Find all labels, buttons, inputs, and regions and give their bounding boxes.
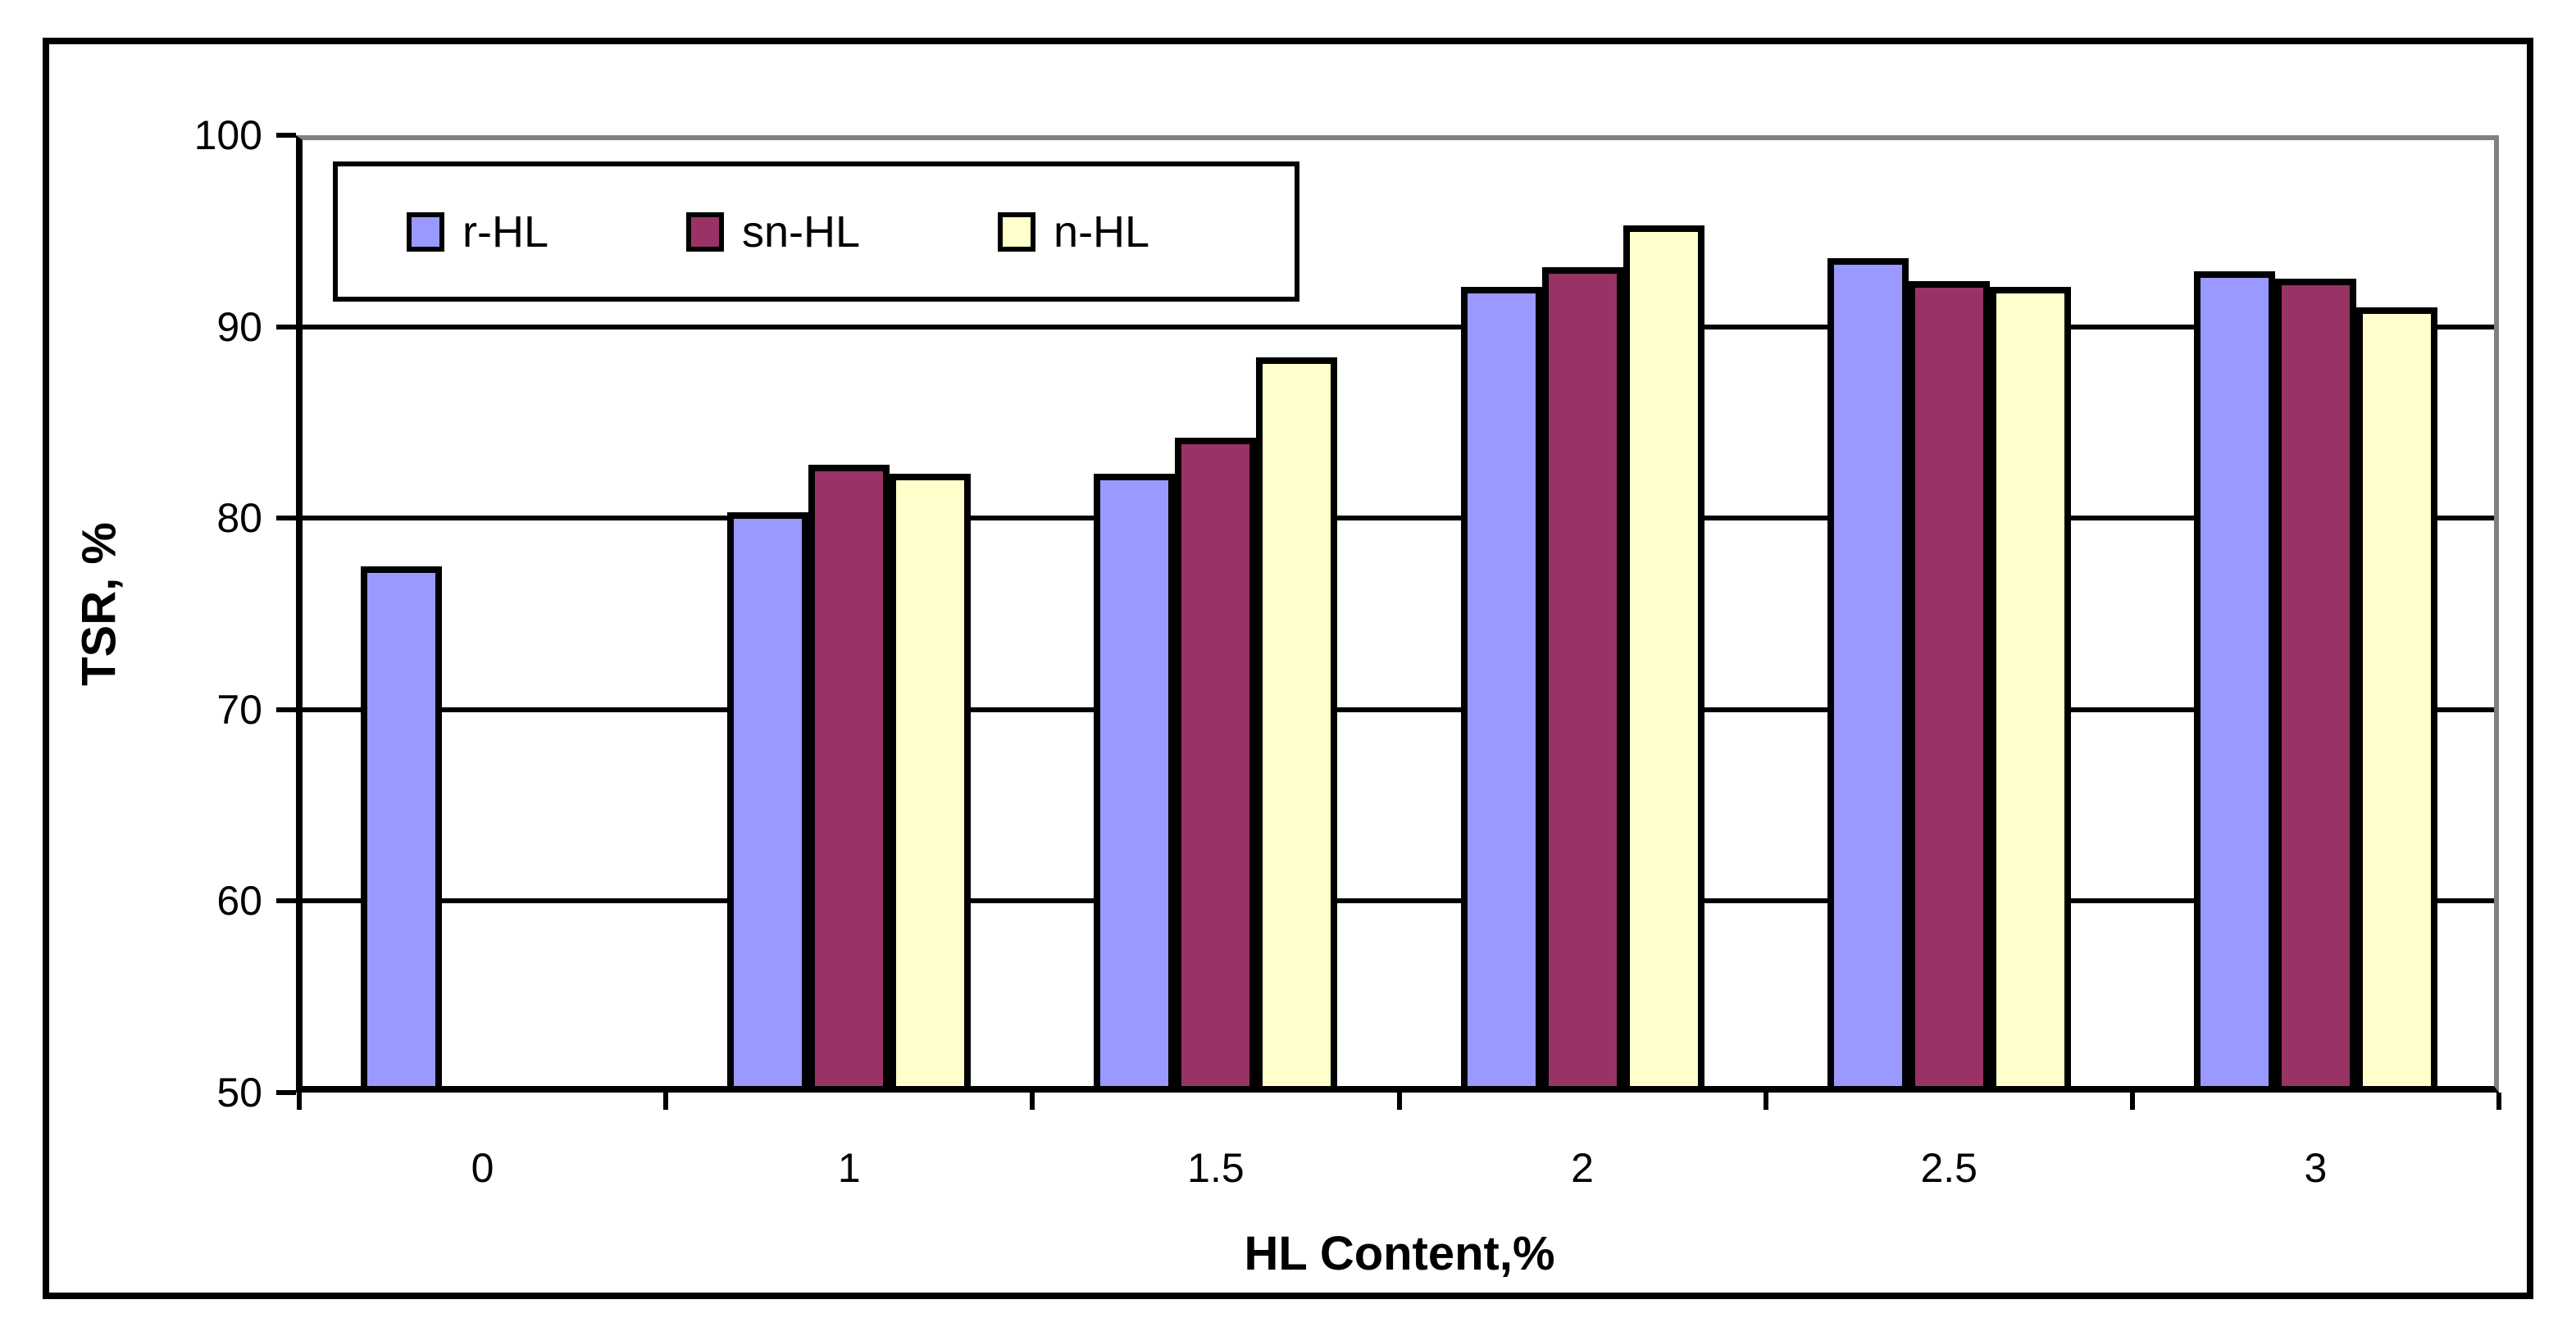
x-axis-tick: [2496, 1093, 2501, 1110]
legend-item-label: r-HL: [462, 207, 548, 257]
y-tick-label: 90: [216, 303, 262, 350]
bar-n-HL-1.5: [1256, 357, 1338, 1093]
x-tick-label: 2: [1571, 1145, 1594, 1191]
x-axis-tick: [663, 1093, 669, 1110]
x-tick-label: 1: [837, 1145, 861, 1191]
x-tick-label: 3: [2304, 1145, 2328, 1191]
y-tick-label: 80: [216, 495, 262, 542]
gridline: [303, 707, 2494, 712]
bar-n-HL-2: [1623, 225, 1704, 1093]
bar-n-HL-3: [2355, 307, 2437, 1093]
x-axis-tick: [297, 1093, 302, 1110]
bar-sn-HL-1.5: [1175, 438, 1257, 1093]
gridline: [303, 898, 2494, 904]
x-tick-label: 0: [471, 1145, 494, 1191]
x-axis-title: HL Content,%: [1244, 1227, 1555, 1280]
y-axis-tick: [276, 898, 296, 904]
legend-item-label: sn-HL: [742, 207, 861, 257]
y-axis-tick: [276, 1090, 296, 1095]
legend-item: sn-HL: [686, 210, 860, 254]
bar-sn-HL-2: [1541, 267, 1623, 1093]
bar-n-HL-2.5: [1989, 286, 2071, 1093]
x-axis-tick: [1763, 1093, 1768, 1110]
x-axis-tick: [2129, 1093, 2135, 1110]
legend-item: n-HL: [998, 210, 1149, 254]
bar-r-HL-3: [2193, 270, 2275, 1093]
legend-swatch-r-HL: [407, 211, 444, 252]
y-axis-tick: [276, 516, 296, 521]
x-axis-tick: [1030, 1093, 1035, 1110]
bar-sn-HL-2.5: [1908, 280, 1990, 1093]
y-axis-tick: [276, 133, 296, 138]
y-axis-title: TSR, %: [72, 522, 126, 686]
x-axis-tick: [1396, 1093, 1402, 1110]
bar-sn-HL-3: [2274, 279, 2356, 1093]
gridline: [303, 324, 2494, 329]
legend-swatch-sn-HL: [686, 211, 724, 252]
x-tick-label: 2.5: [1920, 1145, 1978, 1191]
legend-item: r-HL: [407, 210, 548, 254]
legend: r-HL sn-HL n-HL: [333, 161, 1299, 302]
bar-r-HL-2.5: [1827, 257, 1909, 1093]
y-axis-tick: [276, 324, 296, 329]
bar-r-HL-1: [727, 512, 809, 1093]
y-tick-label: 60: [216, 878, 262, 925]
y-axis-tick: [276, 707, 296, 712]
bar-r-HL-0: [361, 566, 443, 1093]
legend-swatch-n-HL: [998, 211, 1036, 252]
bar-sn-HL-1: [808, 464, 890, 1093]
y-tick-label: 70: [216, 686, 262, 733]
bar-r-HL-2: [1460, 286, 1542, 1093]
gridline: [303, 516, 2494, 521]
y-tick-label: 100: [193, 112, 262, 158]
bar-r-HL-1.5: [1094, 474, 1176, 1093]
x-tick-label: 1.5: [1187, 1145, 1245, 1191]
bar-n-HL-1: [890, 474, 972, 1093]
legend-item-label: n-HL: [1054, 207, 1150, 257]
chart-outer-frame: [43, 38, 2533, 1299]
y-tick-label: 50: [216, 1070, 262, 1116]
